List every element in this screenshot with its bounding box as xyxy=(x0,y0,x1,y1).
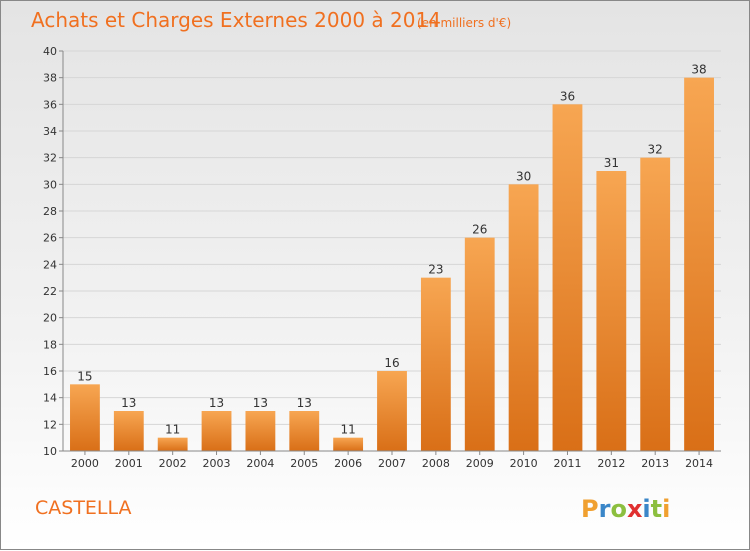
bar-value-label: 11 xyxy=(165,423,180,437)
y-tick-label: 30 xyxy=(43,178,57,191)
x-tick-label: 2002 xyxy=(159,457,187,470)
logo-letter: P xyxy=(581,495,599,523)
bar-value-label: 16 xyxy=(384,356,399,370)
grid xyxy=(63,50,721,452)
x-tick-label: 2003 xyxy=(203,457,231,470)
bar-value-label: 26 xyxy=(472,223,487,237)
bar-value-label: 13 xyxy=(253,396,268,410)
logo-letter: x xyxy=(627,495,643,523)
y-tick-label: 12 xyxy=(43,418,57,431)
bar-value-label: 38 xyxy=(691,63,706,77)
x-tick-label: 2009 xyxy=(466,457,494,470)
logo-letter: t xyxy=(651,495,662,523)
bar xyxy=(508,184,539,452)
bar xyxy=(333,437,364,451)
x-tick-label: 2007 xyxy=(378,457,406,470)
chart-subtitle: (en milliers d'€) xyxy=(417,16,511,30)
bar-value-label: 30 xyxy=(516,169,531,183)
bar xyxy=(70,384,100,451)
y-tick-label: 32 xyxy=(43,152,57,165)
bar xyxy=(201,411,232,451)
y-tick-label: 36 xyxy=(43,98,57,111)
y-tick-label: 22 xyxy=(43,285,57,298)
logo-letter: o xyxy=(610,495,627,523)
bar-value-label: 13 xyxy=(209,396,224,410)
bar-value-label: 32 xyxy=(648,143,663,157)
chart-title: Achats et Charges Externes 2000 à 2014 xyxy=(31,8,441,32)
x-tick-label: 2013 xyxy=(641,457,669,470)
y-tick-label: 40 xyxy=(43,45,57,58)
x-tick-label: 2001 xyxy=(115,457,143,470)
y-tick-label: 34 xyxy=(43,125,57,138)
bar-value-label: 13 xyxy=(297,396,312,410)
x-tick-label: 2012 xyxy=(597,457,625,470)
x-tick-label: 2000 xyxy=(71,457,99,470)
y-tick-label: 10 xyxy=(43,445,57,458)
bars xyxy=(70,77,714,452)
logo-letter: r xyxy=(599,495,611,523)
bar xyxy=(377,371,407,451)
bar-value-label: 13 xyxy=(121,396,136,410)
bar xyxy=(113,411,144,451)
y-tick-label: 38 xyxy=(43,72,57,85)
bar xyxy=(552,104,583,451)
bar-value-label: 36 xyxy=(560,89,575,103)
x-axis-ticks: 2000 2001 2002 2003 2004 2005 2006 2007 2008 2009… xyxy=(71,451,713,470)
value-labels: 15 13 11 13 13 13 11 16 23 26 30 36 31 32 38 xyxy=(77,63,706,437)
y-tick-label: 26 xyxy=(43,232,57,245)
bar xyxy=(640,157,671,451)
y-tick-label: 20 xyxy=(43,312,57,325)
bar xyxy=(684,77,714,452)
proxiti-logo: Proxiti xyxy=(581,495,670,523)
y-tick-label: 16 xyxy=(43,365,57,378)
location-label: CASTELLA xyxy=(35,497,132,519)
x-tick-label: 2004 xyxy=(246,457,274,470)
x-tick-label: 2006 xyxy=(334,457,362,470)
y-tick-label: 24 xyxy=(43,258,57,271)
bar xyxy=(464,237,495,451)
bar xyxy=(596,171,627,451)
x-tick-label: 2008 xyxy=(422,457,450,470)
y-axis-ticks: 10 12 14 16 18 20 22 24 26 28 30 32 34 36 38 40 xyxy=(43,45,63,458)
bar-value-label: 23 xyxy=(428,263,443,277)
x-tick-label: 2010 xyxy=(510,457,538,470)
bar-value-label: 15 xyxy=(77,369,92,383)
x-tick-label: 2005 xyxy=(290,457,318,470)
y-tick-label: 18 xyxy=(43,338,57,351)
bar-value-label: 11 xyxy=(340,423,355,437)
bar xyxy=(157,437,188,451)
bar-value-label: 31 xyxy=(604,156,619,170)
x-tick-label: 2014 xyxy=(685,457,713,470)
logo-letter: i xyxy=(642,495,650,523)
bar xyxy=(289,411,320,451)
y-tick-label: 14 xyxy=(43,392,57,405)
bar xyxy=(245,411,276,451)
y-tick-label: 28 xyxy=(43,205,57,218)
x-tick-label: 2011 xyxy=(553,457,581,470)
logo-letter: i xyxy=(662,495,670,523)
bar xyxy=(420,277,451,451)
